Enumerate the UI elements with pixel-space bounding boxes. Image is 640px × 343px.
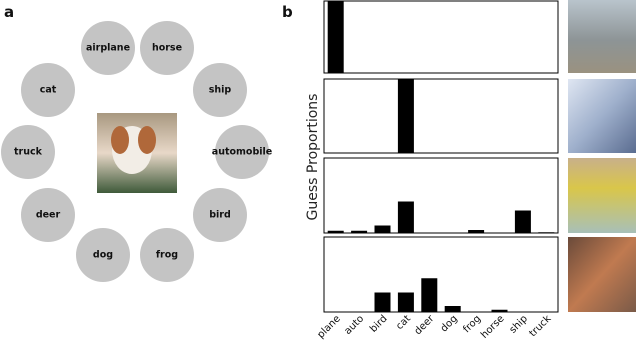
plot-frame: [323, 78, 559, 154]
option-label: ship: [209, 85, 232, 96]
bar: [327, 230, 344, 233]
bar: [351, 230, 368, 233]
x-tick-label: dog: [439, 313, 460, 334]
bar: [514, 210, 531, 233]
example-image: [568, 237, 636, 312]
bar: [374, 292, 391, 312]
plot-frame: [323, 0, 559, 74]
x-tick-label: truck: [527, 313, 553, 339]
option-circle: [193, 63, 247, 117]
option-label: automobile: [212, 147, 272, 158]
option-circle: [76, 228, 130, 282]
plot-frame: [323, 236, 559, 313]
option-label: cat: [40, 85, 57, 96]
option-circle: [21, 188, 75, 242]
x-tick-label: auto: [343, 313, 367, 337]
option-label: airplane: [86, 43, 130, 54]
bar: [491, 309, 508, 312]
option-label: horse: [152, 43, 182, 54]
option-label: dog: [93, 250, 113, 261]
panel-label: a: [4, 3, 14, 21]
example-image: [568, 79, 636, 153]
option-circle: [193, 188, 247, 242]
example-image: [568, 158, 636, 233]
option-circle: [215, 125, 269, 179]
bar: [374, 225, 391, 233]
x-tick-label: cat: [394, 313, 413, 332]
x-tick-label: bird: [368, 313, 390, 335]
option-circle: [1, 125, 55, 179]
option-label: truck: [14, 147, 43, 158]
x-tick-label: plane: [315, 313, 342, 340]
x-tick-label: ship: [508, 313, 530, 335]
bar: [397, 201, 414, 233]
bar: [468, 230, 485, 233]
dog-ear: [111, 126, 129, 154]
bar: [397, 79, 414, 153]
plot-frame: [323, 157, 559, 234]
option-circle: [21, 63, 75, 117]
x-tick-label: deer: [413, 313, 438, 338]
bar: [327, 1, 344, 73]
option-label: frog: [156, 250, 178, 261]
bar: [421, 278, 438, 312]
x-tick-label: horse: [479, 313, 507, 341]
bar: [444, 306, 461, 312]
dog-ear: [138, 126, 156, 154]
option-label: deer: [36, 210, 61, 221]
y-axis-label: Guess Proportions: [305, 94, 321, 221]
option-label: bird: [209, 210, 231, 221]
panel-label: b: [282, 3, 293, 21]
option-circle: [140, 21, 194, 75]
example-image: [568, 0, 636, 73]
option-circle: [81, 21, 135, 75]
option-circle: [140, 228, 194, 282]
bar: [397, 292, 414, 312]
